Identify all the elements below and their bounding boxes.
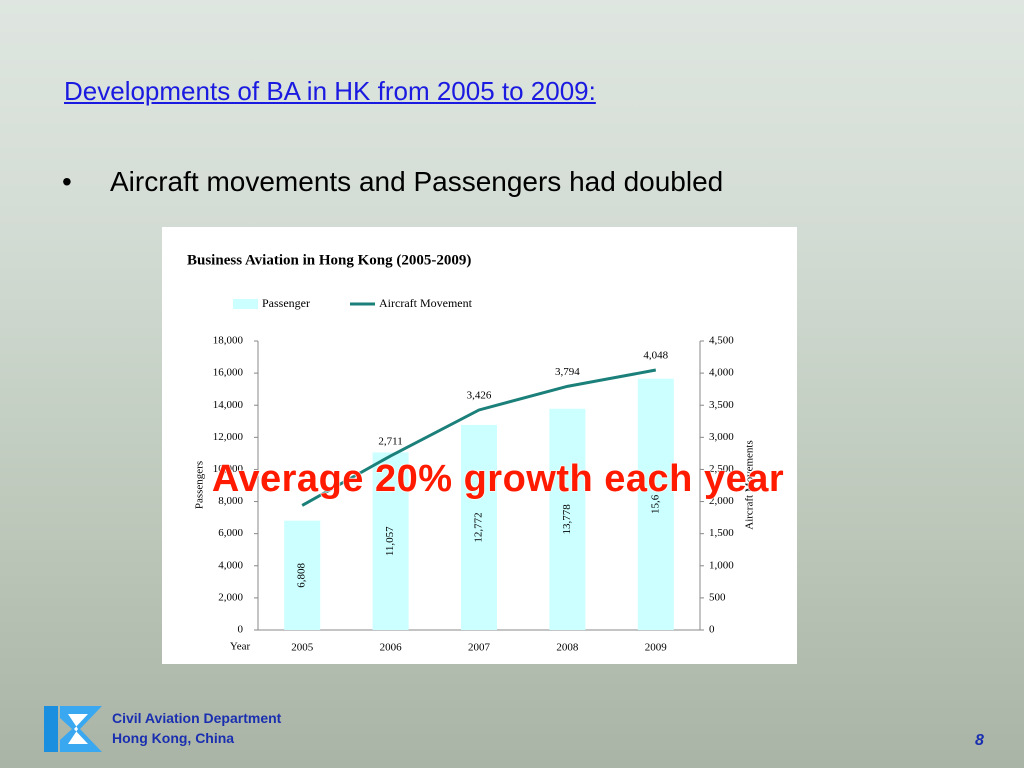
y2-tick-label: 1,000	[709, 559, 734, 571]
bar	[637, 378, 674, 630]
bullet-marker: •	[62, 166, 72, 197]
x-tick-label: 2005	[291, 642, 314, 654]
bar	[372, 452, 409, 630]
line-value-label: 2,711	[378, 435, 402, 447]
y-tick-label: 16,000	[213, 367, 244, 379]
y-tick-label: 10,000	[213, 463, 244, 475]
y2-tick-label: 0	[709, 624, 715, 636]
overlay-text: Average 20% growth each year	[211, 458, 785, 501]
y2-tick-label: 1,500	[709, 527, 734, 539]
y2-axis-label: Aircraft Movements	[744, 440, 756, 530]
bar	[284, 520, 321, 630]
bullet-text: Aircraft movements and Passengers had do…	[110, 166, 724, 197]
line-value-label: 3,794	[555, 366, 580, 378]
y-tick-label: 0	[238, 624, 244, 636]
y-axis-label: Passengers	[194, 461, 206, 509]
x-tick-label: 2008	[556, 642, 579, 654]
x-tick-label: 2006	[380, 642, 403, 654]
legend-swatch	[233, 299, 258, 309]
y-tick-label: 18,000	[213, 335, 244, 347]
bar-value-label: 11,057	[384, 526, 396, 556]
bar-value-label: 12,772	[473, 512, 485, 542]
bar-value-label: 13,778	[561, 504, 573, 535]
bar	[549, 408, 586, 630]
y2-tick-label: 3,000	[709, 431, 734, 443]
y2-tick-label: 3,500	[709, 399, 734, 411]
footer-line: Civil Aviation Department	[112, 710, 282, 726]
y-tick-label: 14,000	[213, 399, 244, 411]
y2-tick-label: 4,000	[709, 367, 734, 379]
line-value-label: 3,426	[467, 390, 492, 402]
y-tick-label: 12,000	[213, 431, 244, 443]
chart-title: Business Aviation in Hong Kong (2005-200…	[187, 252, 471, 268]
page-number: 8	[975, 732, 984, 749]
footer-line: Hong Kong, China	[112, 730, 235, 746]
logo	[44, 706, 102, 752]
x-tick-label: 2009	[645, 642, 668, 654]
line	[301, 368, 657, 507]
y2-tick-label: 2,000	[709, 495, 734, 507]
bar	[461, 424, 497, 630]
y-tick-label: 6,000	[218, 527, 243, 539]
y2-tick-label: 2,500	[709, 463, 734, 475]
legend-label: Aircraft Movement	[379, 296, 473, 310]
legend-label: Passenger	[262, 296, 310, 310]
y-tick-label: 2,000	[218, 591, 243, 603]
chart: Business Aviation in Hong Kong (2005-200…	[162, 227, 797, 664]
y2-tick-label: 500	[709, 591, 726, 603]
line-value-label: 4,048	[643, 350, 668, 362]
slide-title: Developments of BA in HK from 2005 to 20…	[64, 76, 596, 106]
y2-tick-label: 4,500	[709, 335, 734, 347]
x-axis-label: Year	[230, 641, 251, 653]
x-tick-label: 2007	[468, 642, 491, 654]
y-tick-label: 8,000	[218, 495, 243, 507]
y-tick-label: 4,000	[218, 559, 243, 571]
bar-value-label: 15,6	[649, 494, 661, 514]
bar-value-label: 6,808	[296, 562, 308, 587]
